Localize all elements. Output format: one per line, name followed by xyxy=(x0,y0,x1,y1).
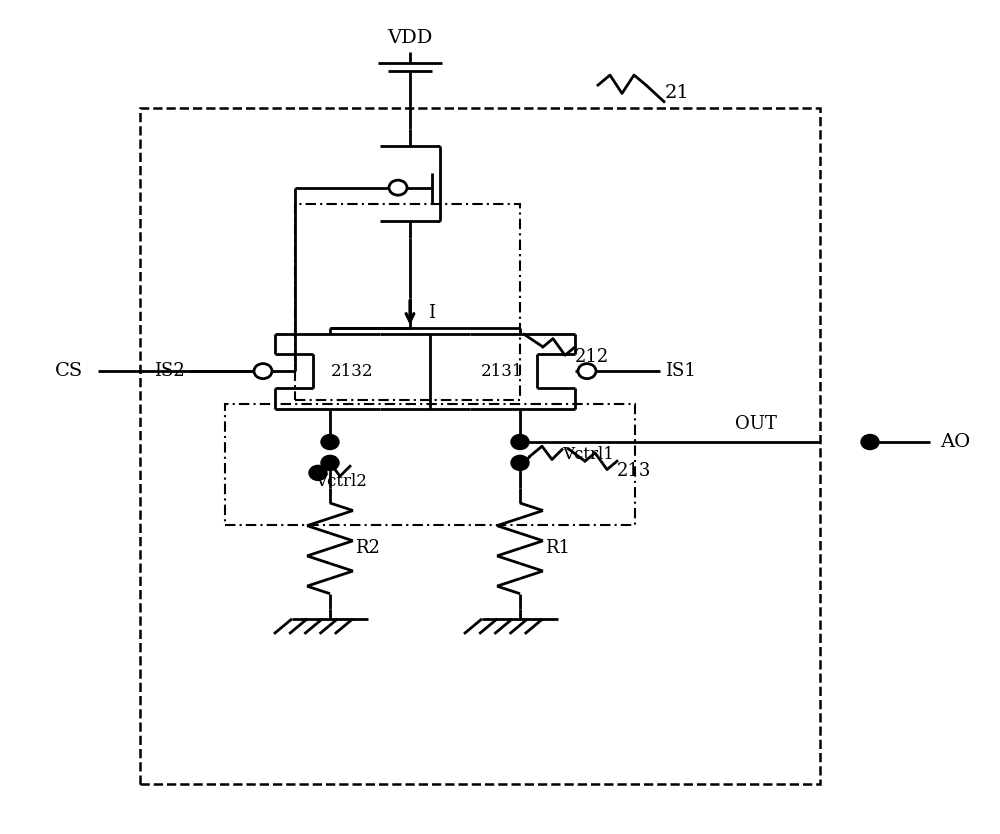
Circle shape xyxy=(254,364,272,379)
Circle shape xyxy=(321,435,339,450)
Text: IS1: IS1 xyxy=(665,362,696,380)
Text: CS: CS xyxy=(55,362,83,380)
Text: R1: R1 xyxy=(545,540,570,557)
Text: Vctrl2: Vctrl2 xyxy=(315,473,367,490)
Text: AO: AO xyxy=(940,433,970,451)
Bar xyxy=(140,108,820,784)
Text: OUT: OUT xyxy=(735,414,777,433)
Text: I: I xyxy=(428,304,435,322)
Circle shape xyxy=(321,455,339,470)
Circle shape xyxy=(861,435,879,450)
Bar xyxy=(295,204,520,400)
Circle shape xyxy=(309,465,327,480)
Text: 21: 21 xyxy=(665,84,690,103)
Text: 212: 212 xyxy=(575,348,609,366)
Text: VDD: VDD xyxy=(387,28,433,47)
Text: 2132: 2132 xyxy=(331,363,374,379)
Bar xyxy=(225,404,635,525)
Circle shape xyxy=(578,364,596,379)
Text: 213: 213 xyxy=(617,462,651,480)
Circle shape xyxy=(511,435,529,450)
Text: 2131: 2131 xyxy=(481,363,524,379)
Text: Vctrl1: Vctrl1 xyxy=(562,446,614,463)
Text: R2: R2 xyxy=(355,540,380,557)
Circle shape xyxy=(511,455,529,470)
Text: IS2: IS2 xyxy=(154,362,185,380)
Circle shape xyxy=(389,180,407,195)
